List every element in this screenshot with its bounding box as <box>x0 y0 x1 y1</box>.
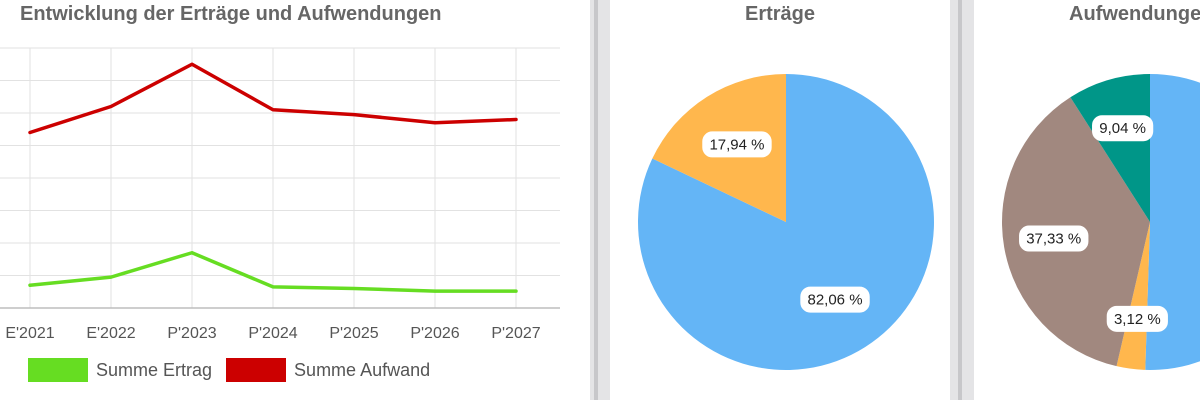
pie-label-box <box>800 286 870 313</box>
pie-label-box <box>1106 305 1168 332</box>
x-tick-label: P'2027 <box>491 325 540 342</box>
line-chart-title: Entwicklung der Erträge und Aufwendungen <box>20 3 442 25</box>
data-point[interactable] <box>514 289 518 293</box>
pie-label: 37,33 % <box>1026 231 1081 248</box>
panel-divider <box>958 0 962 400</box>
pie-chart-title-aufwendungen: Aufwendungen <box>1069 3 1200 25</box>
pie-chart-panel-ertraege: Erträge 82,06 % 17,94 % <box>610 0 950 400</box>
data-point[interactable] <box>28 131 32 134</box>
data-point[interactable] <box>28 283 32 287</box>
data-point[interactable] <box>109 105 113 108</box>
pie-label-box <box>1019 225 1089 252</box>
x-tick-label: E'2022 <box>86 325 135 342</box>
data-point[interactable] <box>433 289 437 293</box>
legend-swatch-aufwand <box>226 358 287 382</box>
pie-label: 17,94 % <box>709 136 764 153</box>
pie-label-box <box>702 131 772 158</box>
data-point[interactable] <box>271 285 275 289</box>
data-point[interactable] <box>514 118 518 121</box>
x-tick-label: P'2025 <box>329 325 378 342</box>
legend-item-ertrag[interactable]: Summe Ertrag <box>28 358 212 382</box>
line-chart: E'2021 E'2022 P'2023 P'2024 P'2025 P'2026 P'20… <box>0 47 560 342</box>
legend-label-aufwand: Summe Aufwand <box>294 359 431 380</box>
data-point[interactable] <box>271 108 275 112</box>
panel-divider <box>594 0 598 400</box>
pie-slice[interactable] <box>1116 222 1150 370</box>
x-tick-label: P'2024 <box>248 325 297 342</box>
legend-item-aufwand[interactable]: Summe Aufwand <box>226 358 430 382</box>
x-tick-label: P'2026 <box>410 325 459 342</box>
pie-label: 9,04 % <box>1099 120 1146 137</box>
legend-swatch-ertrag <box>28 358 88 382</box>
x-tick-label: P'2023 <box>167 325 216 342</box>
x-tick-label: E'2021 <box>5 325 54 342</box>
data-point[interactable] <box>433 121 437 125</box>
pie-label-box <box>1092 115 1154 142</box>
pie-slice[interactable] <box>1145 74 1200 370</box>
data-point[interactable] <box>109 275 113 279</box>
data-point[interactable] <box>190 251 194 255</box>
pie-slice[interactable] <box>1070 74 1150 222</box>
pie-chart-panel-aufwendungen: Aufwendungen 3,12 % 37,33 % 9,04 % <box>974 0 1200 400</box>
legend-label-ertrag: Summe Ertrag <box>96 359 213 380</box>
pie-label: 82,06 % <box>807 292 862 309</box>
pie-chart-aufwendungen: 3,12 % 37,33 % 9,04 % <box>1001 74 1200 370</box>
data-point[interactable] <box>352 287 356 290</box>
data-point[interactable] <box>352 113 356 117</box>
pie-chart-ertraege: 82,06 % 17,94 % <box>638 74 934 370</box>
data-point[interactable] <box>190 62 194 66</box>
pie-chart-title-ertraege: Erträge <box>744 3 816 25</box>
line-chart-panel: Entwicklung der Erträge und Aufwendungen… <box>0 0 590 400</box>
line-chart-legend: Summe Ertrag Summe Aufwand <box>28 358 444 382</box>
pie-label: 3,12 % <box>1114 311 1161 328</box>
